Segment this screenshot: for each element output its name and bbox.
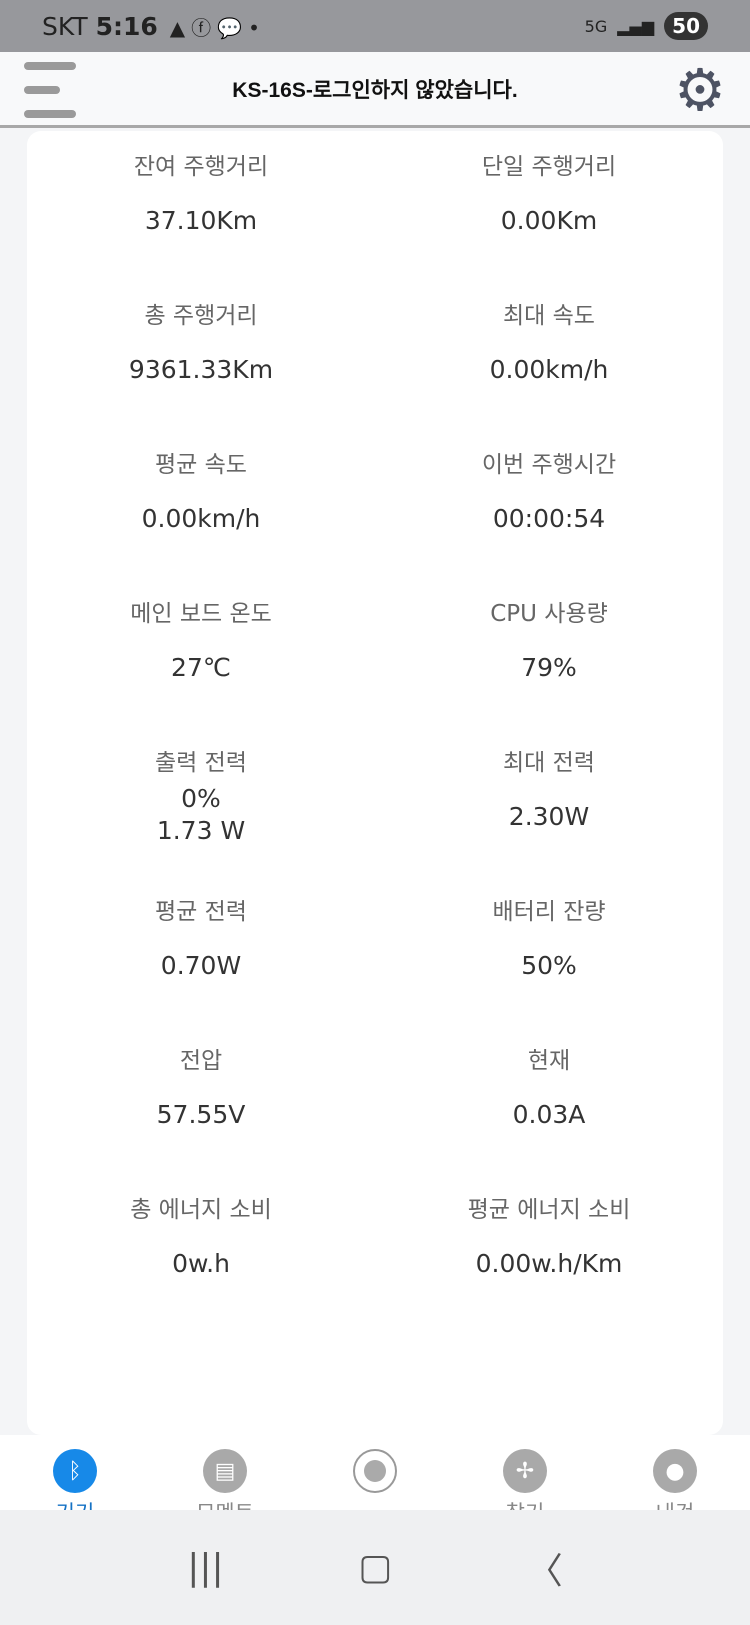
- stat-label: 잔여 주행거리: [133, 154, 269, 180]
- bluetooth-icon: ᛒ: [53, 1449, 97, 1493]
- tab-moment[interactable]: ▤ 모멘트: [150, 1435, 300, 1525]
- stat-value: 0.00w.h/Km: [475, 1249, 623, 1278]
- tab-device[interactable]: ᛒ 기기: [0, 1435, 150, 1525]
- stat-item: 단일 주행거리 0.00Km: [375, 147, 723, 296]
- stat-label: 평균 에너지 소비: [467, 1197, 631, 1223]
- stat-value: 0.00km/h: [489, 355, 609, 384]
- stat-value: 0.03A: [512, 1100, 586, 1129]
- clock: 5:16: [95, 11, 158, 41]
- stat-item: 이번 주행시간 00:00:54: [375, 445, 723, 594]
- stat-label: 평균 전력: [155, 899, 247, 925]
- stat-label: 총 에너지 소비: [130, 1197, 272, 1223]
- tab-find[interactable]: ✢ 찾기: [450, 1435, 600, 1525]
- stat-item: 평균 속도 0.00km/h: [27, 445, 375, 594]
- stat-label: 출력 전력: [155, 750, 247, 776]
- stat-value: 00:00:54: [492, 504, 606, 533]
- stat-value: 2.30W: [508, 802, 590, 831]
- stat-value-secondary: 1.73 W: [156, 816, 246, 845]
- stat-value: 57.55V: [156, 1100, 246, 1129]
- system-nav: ||| ▢ 〈: [0, 1510, 750, 1625]
- stat-label: CPU 사용량: [490, 601, 608, 627]
- network-icon: 5G: [584, 16, 608, 36]
- stat-item: 평균 전력 0.70W: [27, 892, 375, 1041]
- recents-button[interactable]: |||: [187, 1547, 224, 1588]
- stat-value: 0.00Km: [500, 206, 598, 235]
- stat-item: 최대 전력 2.30W: [375, 743, 723, 892]
- carrier: SKT: [42, 11, 88, 41]
- stats-card: 잔여 주행거리 37.10Km 단일 주행거리 0.00Km 총 주행거리 9361.33…: [27, 131, 723, 1435]
- stat-value: 0%: [181, 784, 221, 813]
- stat-value: 50%: [521, 951, 577, 980]
- stat-value: 0.00km/h: [141, 504, 261, 533]
- stat-label: 총 주행거리: [144, 303, 258, 329]
- stat-item: 평균 에너지 소비 0.00w.h/Km: [375, 1190, 723, 1339]
- stat-value: 0w.h: [172, 1249, 230, 1278]
- stat-item: 잔여 주행거리 37.10Km: [27, 147, 375, 296]
- record-icon: [353, 1449, 397, 1493]
- stat-item: 전압 57.55V: [27, 1041, 375, 1190]
- stat-value: 37.10Km: [144, 206, 258, 235]
- person-icon: ●: [653, 1449, 697, 1493]
- signal-icon: ▂▄▆: [617, 16, 655, 36]
- app-header: KS-16S-로그인하지 않았습니다. ⚙: [0, 52, 750, 128]
- stat-value: 0.70W: [160, 951, 242, 980]
- bottom-nav: ᛒ 기기 ▤ 모멘트 ✢ 찾기 ● 내것: [0, 1435, 750, 1525]
- stat-item: CPU 사용량 79%: [375, 594, 723, 743]
- chat-icon: ▤: [203, 1449, 247, 1493]
- stat-value: 9361.33Km: [128, 355, 274, 384]
- stat-label: 현재: [527, 1048, 571, 1074]
- menu-icon[interactable]: [24, 62, 76, 118]
- stat-item: 현재 0.03A: [375, 1041, 723, 1190]
- stat-label: 전압: [179, 1048, 223, 1074]
- stat-item: 총 에너지 소비 0w.h: [27, 1190, 375, 1339]
- stat-value: 27℃: [171, 653, 231, 682]
- stat-label: 최대 속도: [503, 303, 595, 329]
- gear-icon[interactable]: ⚙: [674, 56, 726, 124]
- stat-label: 이번 주행시간: [481, 452, 617, 478]
- stat-label: 배터리 잔량: [492, 899, 606, 925]
- stat-label: 단일 주행거리: [481, 154, 617, 180]
- fan-icon: ✢: [503, 1449, 547, 1493]
- status-bar: SKT 5:16 ▲ⓕ💬• 5G ▂▄▆ 50: [0, 0, 750, 52]
- stat-item: 메인 보드 온도 27℃: [27, 594, 375, 743]
- back-button[interactable]: 〈: [526, 1550, 563, 1592]
- stat-label: 메인 보드 온도: [130, 601, 272, 627]
- tab-record[interactable]: [300, 1435, 450, 1510]
- stat-label: 평균 속도: [155, 452, 247, 478]
- stat-item: 최대 속도 0.00km/h: [375, 296, 723, 445]
- stat-item: 출력 전력 0% 1.73 W: [27, 743, 375, 892]
- stat-item: 총 주행거리 9361.33Km: [27, 296, 375, 445]
- battery-icon: 50: [664, 12, 708, 40]
- stat-label: 최대 전력: [503, 750, 595, 776]
- tab-mine[interactable]: ● 내것: [600, 1435, 750, 1525]
- stat-item: 배터리 잔량 50%: [375, 892, 723, 1041]
- page-title: KS-16S-로그인하지 않았습니다.: [232, 78, 518, 102]
- notification-icons: ▲ⓕ💬•: [169, 15, 266, 40]
- stat-value: 79%: [521, 653, 577, 682]
- home-button[interactable]: ▢: [358, 1547, 393, 1588]
